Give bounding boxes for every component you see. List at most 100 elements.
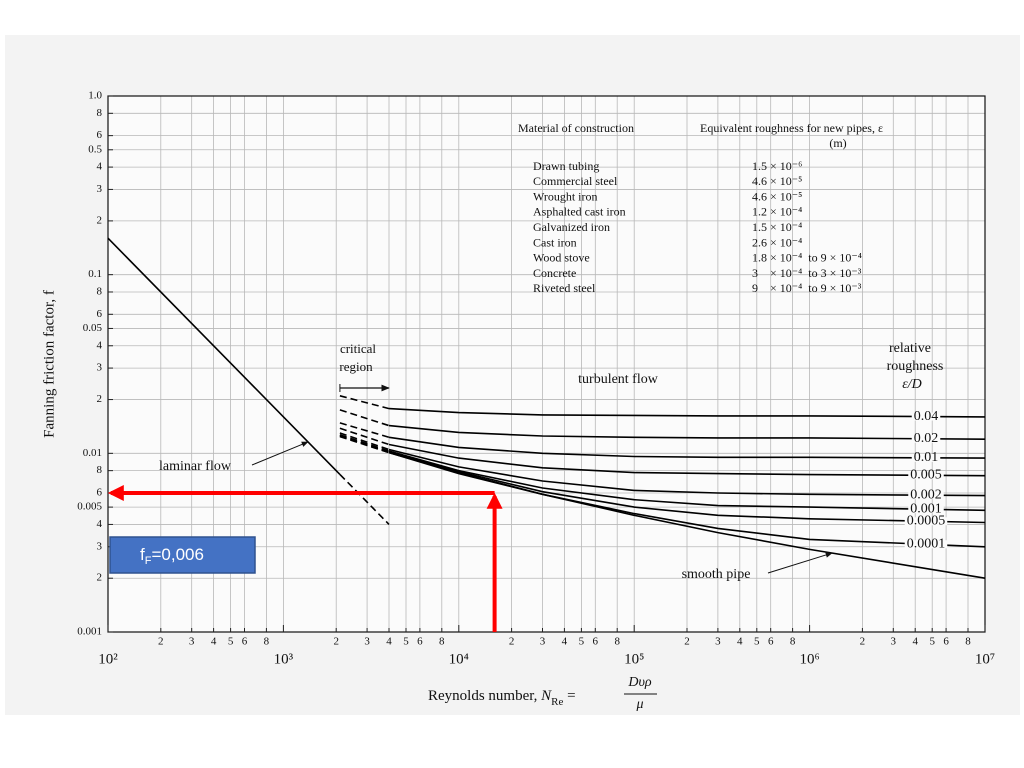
label-bg [904,540,948,549]
curve-label: 0.005 [910,468,942,483]
y-tick-label: 2 [97,572,103,584]
curve-label: 0.002 [910,487,942,502]
x-tick-label: 3 [715,636,721,648]
friction-curve [388,450,986,512]
curve-label: 0.02 [914,431,939,446]
x-tick-label: 10² [98,651,118,667]
friction-curve [388,443,986,477]
label-bg [911,412,941,421]
table-cell: Galvanized iron [533,220,610,234]
y-tick-label: 3 [97,183,103,195]
table-cell: Asphalted cast iron [533,205,626,219]
curve-label: 0.01 [914,450,939,465]
y-tick-label: 0.1 [88,268,102,280]
friction-curve [339,473,390,525]
x-label-equals: = [563,688,575,704]
friction-curve [388,424,986,440]
friction-curve [388,451,986,524]
table-header: Equivalent roughness for new pipes, ε [700,121,883,135]
x-tick-label: 6 [242,636,248,648]
x-tick-label: 4 [386,636,392,648]
x-label-numerator: Dυρ [627,675,652,690]
label-bg [908,491,944,500]
label-bg [908,471,944,480]
table-cell: 4.6 × 10⁻⁵ [752,189,802,203]
table-cell: Commercial steel [533,174,618,188]
x-tick-label: 10⁵ [624,651,644,667]
y-tick-label: 6 [97,129,103,141]
x-tick-label: 6 [417,636,423,648]
table-cell: Drawn tubing [533,159,599,173]
table-cell: 2.6 × 10⁻⁴ [752,235,802,249]
plot-frame [107,95,986,633]
x-label-denominator: μ [635,697,643,712]
y-tick-label: 0.001 [77,626,102,638]
x-tick-label: 4 [562,636,568,648]
relative-roughness-label: relative [889,341,931,356]
x-tick-label: 8 [439,636,445,648]
y-tick-label: 8 [97,286,103,298]
x-tick-label: 6 [943,636,949,648]
friction-curve [339,427,390,446]
leader-arrow [767,552,833,574]
leader-arrow [251,441,309,466]
table-cell: Riveted steel [533,281,596,295]
table-cell: 4.6 × 10⁻⁵ [752,174,802,188]
y-tick-label: 6 [97,487,103,499]
reading-label: fF=0,006 [140,545,204,566]
friction-curve [339,422,390,439]
x-tick-label: 2 [158,636,164,648]
relative-roughness-label: roughness [887,359,944,374]
x-tick-label: 2 [860,636,866,648]
x-tick-label: 4 [912,636,918,648]
x-tick-label: 8 [790,636,796,648]
x-tick-label: 8 [965,636,971,648]
table-cell: 1.5 × 10⁻⁴ [752,220,802,234]
y-tick-label: 1.0 [88,90,102,102]
friction-curve [388,451,986,548]
y-tick-label: 4 [97,339,103,351]
x-label-symbol: N [540,688,552,704]
y-tick-label: 8 [97,464,103,476]
friction-curve [339,395,390,410]
label-bg [904,517,948,526]
x-tick-label: 5 [754,636,760,648]
y-tick-label: 2 [97,214,103,226]
y-tick-label: 0.005 [77,501,102,513]
table-header: Material of construction [518,121,634,135]
x-tick-label: 10⁴ [449,651,469,667]
x-tick-label: 3 [891,636,897,648]
curve-label: 0.04 [914,409,939,424]
table-cell: 1.2 × 10⁻⁴ [752,205,802,219]
x-tick-label: 6 [768,636,774,648]
table-cell: Wood stove [533,251,590,265]
x-tick-label: 3 [364,636,370,648]
x-tick-label: 10⁶ [799,651,819,667]
label-bg [908,505,944,514]
y-tick-label: 3 [97,362,103,374]
curve-label: 0.0005 [907,513,946,528]
y-tick-label: 4 [97,518,103,530]
x-tick-label: 5 [228,636,234,648]
x-tick-label: 5 [579,636,585,648]
x-tick-label: 10³ [274,651,294,667]
table-cell: 1.5 × 10⁻⁶ [752,159,802,173]
x-tick-label: 6 [593,636,599,648]
reading-box [109,536,256,574]
x-label-subscript: Re [551,696,563,708]
y-axis-label: Fanning friction factor, f [41,290,57,438]
y-tick-label: 0.05 [83,322,103,334]
curve-label: 0.0001 [907,536,946,551]
x-tick-label: 5 [403,636,409,648]
table-cell: Wrought iron [533,189,598,203]
table-cell: Cast iron [533,235,577,249]
x-tick-label: 4 [211,636,217,648]
x-tick-label: 10⁷ [975,651,995,667]
x-axis-label: Reynolds number, NRe = [428,688,576,707]
x-label-text: Reynolds number, [428,688,541,704]
friction-curve [107,237,341,475]
critical-region-label: critical [340,341,376,356]
friction-curve [388,436,986,459]
